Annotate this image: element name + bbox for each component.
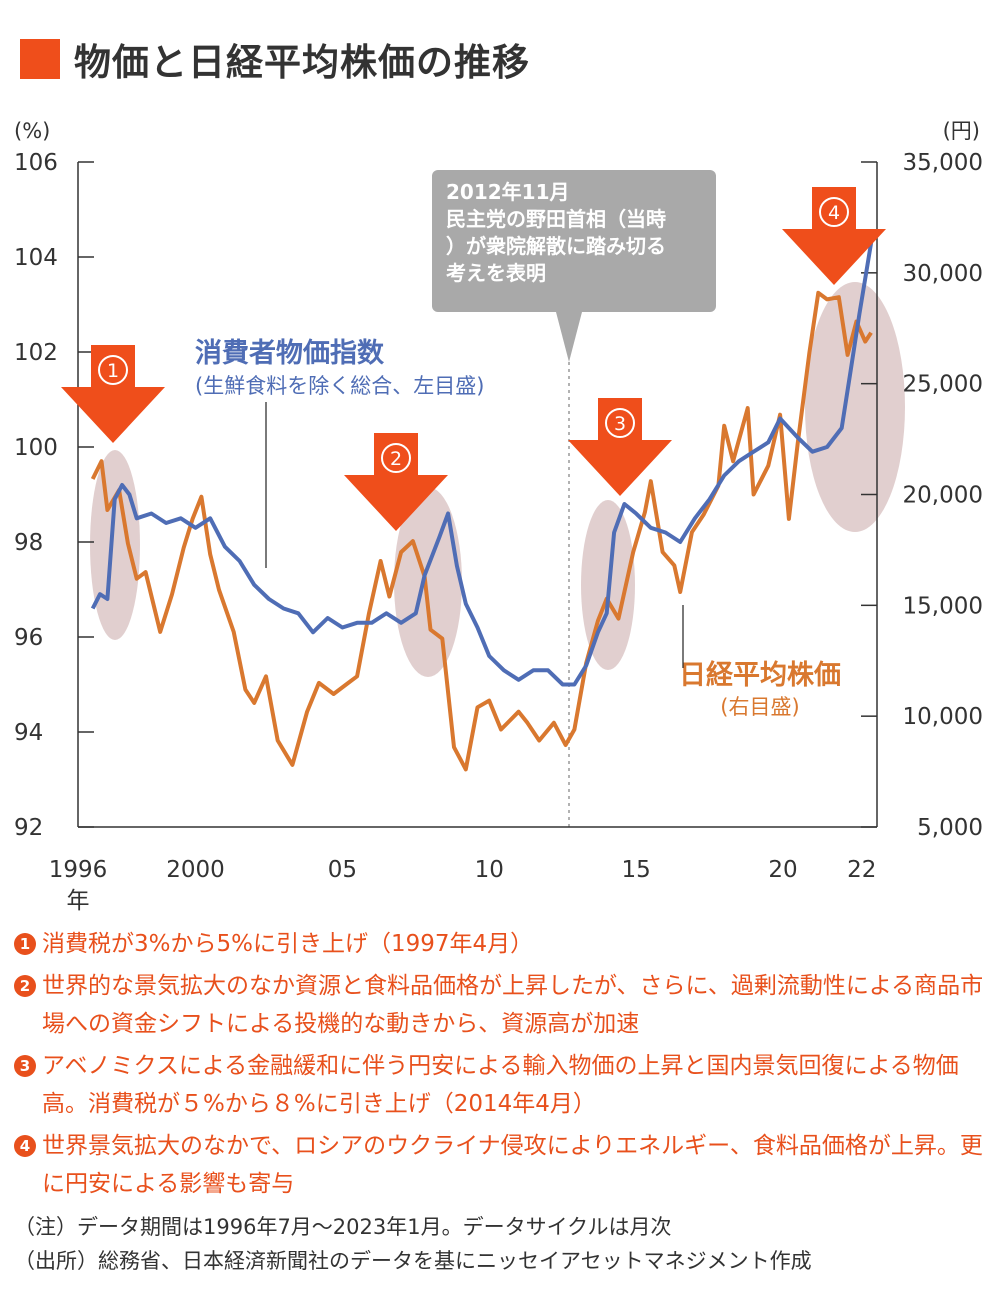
- down-arrow-icon: [61, 345, 165, 443]
- nikkei-line: [90, 290, 873, 772]
- event-note-number: 1: [14, 933, 36, 955]
- nikkei-series-label: 日経平均株価: [679, 659, 841, 691]
- cpi-series-label: 消費者物価指数: [195, 338, 385, 369]
- chart-title: 物価と日経平均株価の推移: [20, 36, 530, 84]
- event-note-number: 3: [14, 1055, 36, 1077]
- event-arrow-1: 1: [61, 345, 165, 443]
- event-arrow-2: 2: [344, 433, 448, 531]
- chart-canvas: (%)10610410210098969492(円)35,00030,00025…: [14, 119, 983, 914]
- right-tick-label: 10,000: [903, 704, 983, 730]
- x-axis-year-suffix: 年: [67, 888, 90, 914]
- right-tick-label: 5,000: [917, 815, 983, 841]
- x-tick-label: 22: [847, 857, 876, 883]
- callout-line: 民主党の野田首相（当時: [446, 207, 666, 231]
- down-arrow-icon: [568, 398, 672, 496]
- right-tick-label: 35,000: [903, 150, 983, 176]
- x-tick-label: 2000: [166, 857, 225, 883]
- event-number: 4: [828, 202, 840, 224]
- event-note-text: 世界的な景気拡大のなか資源と食料品価格が上昇したが、さらに、過剰流動性による商品…: [42, 973, 984, 1037]
- page-title: 物価と日経平均株価の推移: [74, 41, 530, 84]
- callout-line: 考えを表明: [446, 261, 546, 285]
- source-footnote: （出所）総務省、日本経済新聞社のデータを基にニッセイアセットマネジメント作成: [14, 1249, 812, 1273]
- down-arrow-icon: [782, 187, 886, 285]
- right-tick-label: 30,000: [903, 261, 983, 287]
- event-note-4: 4 世界景気拡大のなかで、ロシアのウクライナ侵攻によりエネルギー、食料品価格が上…: [14, 1127, 994, 1203]
- nikkei-series-sublabel: (右目盛): [720, 695, 799, 719]
- callout-line: ）が衆院解散に踏み切る: [446, 234, 666, 258]
- left-tick-label: 106: [14, 150, 58, 176]
- x-tick-label: 1996: [49, 857, 108, 883]
- title-square-icon: [20, 39, 60, 79]
- event-arrow-4: 4: [782, 187, 886, 285]
- event-number-circle: [98, 355, 128, 385]
- callout-line: 2012年11月: [446, 180, 570, 204]
- event-number: 2: [390, 448, 402, 470]
- cpi-series-sublabel: (生鮮食料を除く総合、左目盛): [195, 374, 484, 398]
- left-tick-label: 92: [14, 815, 43, 841]
- callout-pointer: [556, 312, 582, 362]
- left-tick-label: 100: [14, 435, 58, 461]
- event-note-number: 2: [14, 975, 36, 997]
- event-number-circle: [605, 408, 635, 438]
- x-tick-label: 15: [621, 857, 650, 883]
- highlight-ellipse-2: [394, 487, 462, 677]
- event-note-text: 世界景気拡大のなかで、ロシアのウクライナ侵攻によりエネルギー、食料品価格が上昇。…: [42, 1133, 983, 1197]
- event-note-text: アベノミクスによる金融緩和に伴う円安による輸入物価の上昇と国内景気回復による物価…: [42, 1053, 959, 1117]
- event-note-text: 消費税が3%から5%に引き上げ（1997年4月）: [42, 931, 534, 957]
- cpi-line: [90, 242, 874, 687]
- right-tick-label: 15,000: [903, 593, 983, 619]
- left-tick-label: 102: [14, 340, 58, 366]
- event-number-circle: [381, 443, 411, 473]
- callout-box: [432, 170, 716, 312]
- event-note-1: 1 消費税が3%から5%に引き上げ（1997年4月）: [14, 925, 994, 963]
- right-axis-unit: (円): [943, 119, 980, 143]
- x-tick-label: 20: [768, 857, 797, 883]
- event-notes: 1 消費税が3%から5%に引き上げ（1997年4月） 2 世界的な景気拡大のなか…: [14, 925, 994, 1207]
- callout-text: 2012年11月民主党の野田首相（当時 ）が衆院解散に踏み切る考えを表明: [446, 180, 666, 285]
- event-number-circle: [819, 197, 849, 227]
- event-number: 3: [614, 413, 626, 435]
- event-arrow-3: 3: [568, 398, 672, 496]
- right-tick-label: 25,000: [903, 372, 983, 398]
- down-arrow-icon: [344, 433, 448, 531]
- x-tick-label: 05: [328, 857, 357, 883]
- left-axis-unit: (%): [14, 119, 50, 143]
- left-tick-label: 104: [14, 245, 58, 271]
- x-tick-label: 10: [475, 857, 504, 883]
- event-note-number: 4: [14, 1135, 36, 1157]
- right-tick-label: 20,000: [903, 483, 983, 509]
- left-tick-label: 98: [14, 530, 43, 556]
- event-note-3: 3 アベノミクスによる金融緩和に伴う円安による輸入物価の上昇と国内景気回復による…: [14, 1047, 994, 1123]
- left-tick-label: 96: [14, 625, 43, 651]
- event-note-2: 2 世界的な景気拡大のなか資源と食料品価格が上昇したが、さらに、過剰流動性による…: [14, 967, 994, 1043]
- left-tick-label: 94: [14, 720, 43, 746]
- highlight-ellipse-4: [805, 282, 905, 532]
- data-period-footnote: （注）データ期間は1996年7月～2023年1月。データサイクルは月次: [14, 1215, 672, 1239]
- highlight-ellipse-1: [90, 450, 140, 640]
- event-number: 1: [107, 360, 119, 382]
